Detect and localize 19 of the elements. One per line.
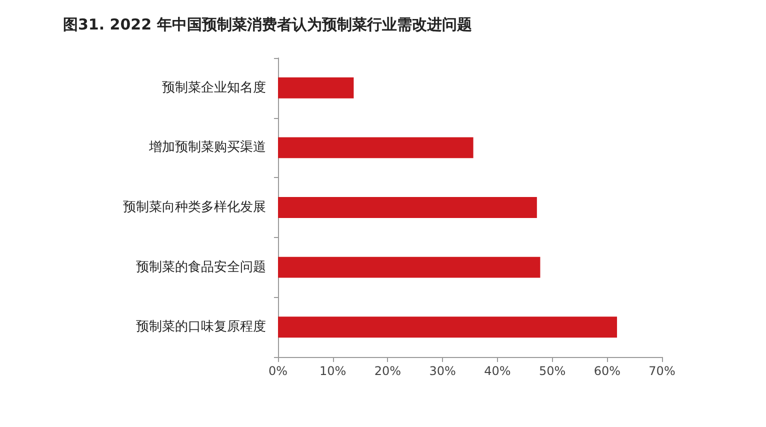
x-tick-label: 50% — [538, 364, 566, 378]
x-tick-label: 0% — [268, 364, 288, 378]
x-tick-label: 30% — [429, 364, 456, 378]
bar — [278, 256, 540, 278]
y-tick-label: 预制菜的口味复原程度 — [136, 318, 266, 335]
bar — [278, 197, 537, 218]
x-tick-label: 20% — [374, 364, 402, 378]
y-tick-label: 预制菜的食品安全问题 — [136, 258, 266, 275]
bar — [278, 77, 354, 98]
chart-title: 图31. 2022 年中国预制菜消费者认为预制菜行业需改进问题 — [63, 16, 472, 34]
x-tick-label: 70% — [648, 364, 676, 378]
y-tick-label: 预制菜企业知名度 — [162, 79, 266, 96]
x-tick-label: 10% — [320, 364, 346, 378]
bar — [278, 137, 474, 158]
y-tick-label: 预制菜向种类多样化发展 — [123, 200, 266, 215]
x-tick-label: 40% — [484, 364, 511, 378]
y-tick-label: 增加预制菜购买渠道 — [148, 140, 266, 156]
x-tick-label: 60% — [594, 364, 620, 378]
bar — [278, 316, 618, 338]
